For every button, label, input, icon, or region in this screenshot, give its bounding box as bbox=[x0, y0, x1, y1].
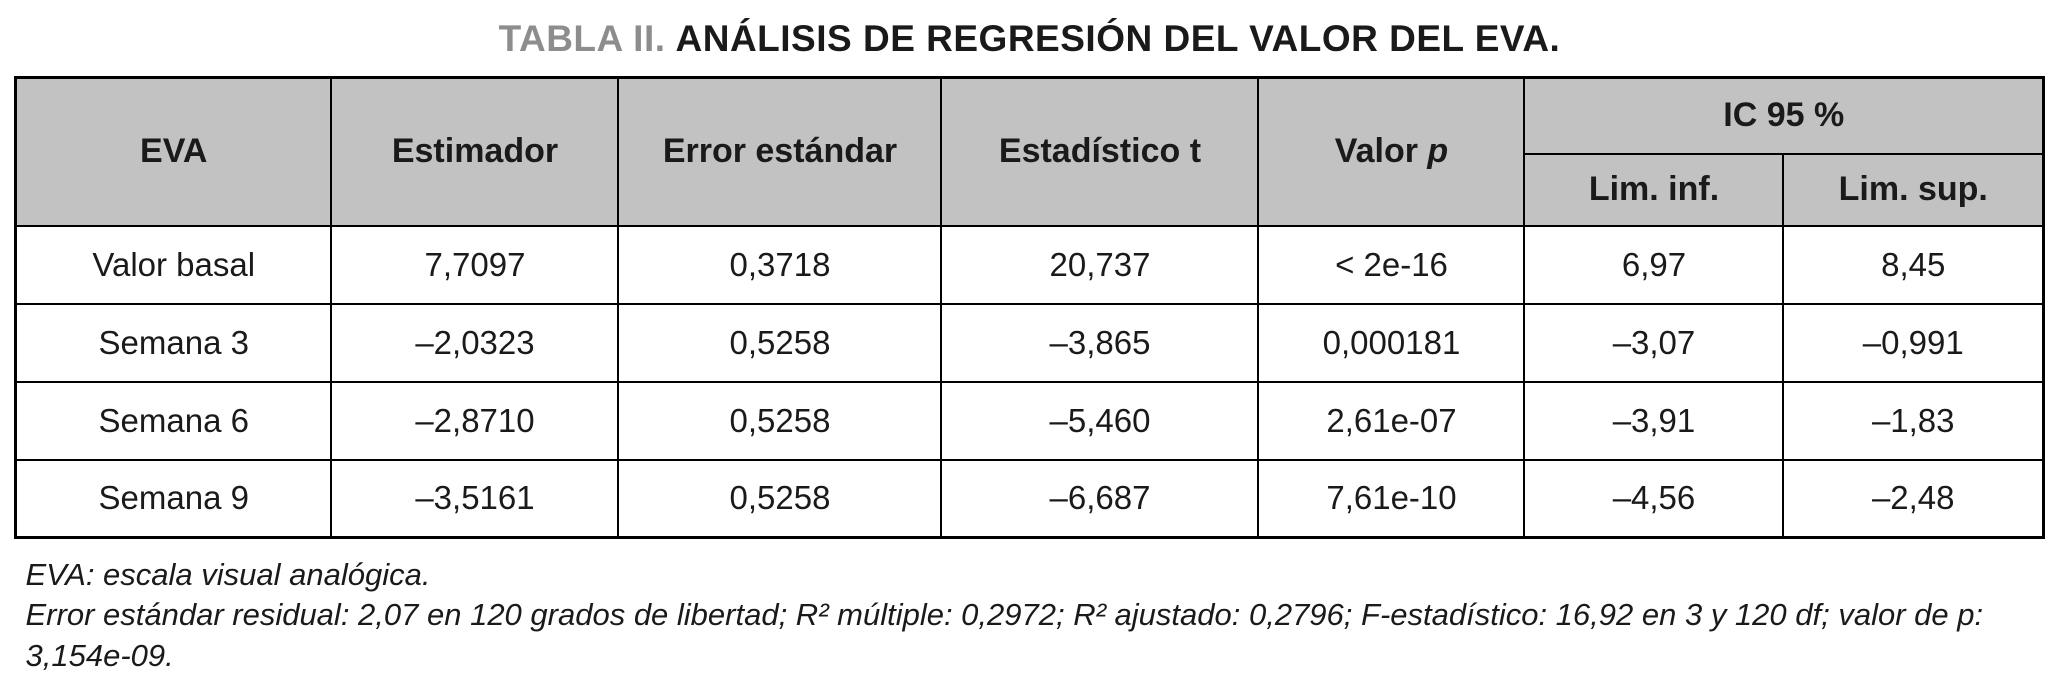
cell-lim-sup: 8,45 bbox=[1782, 224, 2045, 305]
cell-valor-p: 7,61e-10 bbox=[1257, 458, 1526, 539]
cell-eva: Semana 9 bbox=[14, 458, 333, 539]
cell-estadistico-t: –3,865 bbox=[940, 302, 1260, 383]
table-title-text: ANÁLISIS DE REGRESIÓN DEL VALOR DEL EVA. bbox=[675, 18, 1561, 59]
table-title-label: TABLA II. bbox=[498, 18, 666, 59]
cell-lim-sup: –2,48 bbox=[1782, 458, 2045, 539]
valor-p-symbol: p bbox=[1427, 132, 1449, 171]
table-row: Valor basal 7,7097 0,3718 20,737 < 2e-16… bbox=[14, 224, 2045, 305]
cell-estimador: 7,7097 bbox=[330, 224, 620, 305]
cell-lim-inf: –3,07 bbox=[1523, 302, 1785, 383]
table-row: Semana 9 –3,5161 0,5258 –6,687 7,61e-10 … bbox=[14, 458, 2045, 539]
col-header-ic95: IC 95 % bbox=[1523, 76, 2045, 155]
cell-lim-inf: –3,91 bbox=[1523, 380, 1785, 461]
cell-lim-inf: 6,97 bbox=[1523, 224, 1785, 305]
col-header-estimador: Estimador bbox=[330, 76, 620, 227]
cell-error-estandar: 0,5258 bbox=[617, 380, 943, 461]
col-header-error-estandar: Error estándar bbox=[617, 76, 943, 227]
cell-error-estandar: 0,3718 bbox=[617, 224, 943, 305]
regression-table: EVA Estimador Error estándar Estadístico… bbox=[13, 76, 2045, 539]
footnote-statistics: Error estándar residual: 2,07 en 120 gra… bbox=[25, 597, 1984, 673]
col-header-estadistico-t: Estadístico t bbox=[940, 76, 1260, 227]
table-body: Valor basal 7,7097 0,3718 20,737 < 2e-16… bbox=[14, 224, 2045, 539]
cell-error-estandar: 0,5258 bbox=[617, 458, 943, 539]
col-header-lim-sup: Lim. sup. bbox=[1782, 152, 2045, 227]
footnote-abbreviation: EVA: escala visual analógica. bbox=[25, 557, 431, 592]
cell-lim-sup: –0,991 bbox=[1782, 302, 2045, 383]
cell-valor-p: 2,61e-07 bbox=[1257, 380, 1526, 461]
table-title: TABLA II. ANÁLISIS DE REGRESIÓN DEL VALOR… bbox=[0, 18, 2059, 60]
col-header-valor-p: Valor p bbox=[1257, 76, 1526, 227]
cell-valor-p: 0,000181 bbox=[1257, 302, 1526, 383]
table-header: EVA Estimador Error estándar Estadístico… bbox=[14, 76, 2045, 227]
cell-estadistico-t: –6,687 bbox=[940, 458, 1260, 539]
col-header-lim-inf: Lim. inf. bbox=[1523, 152, 1785, 227]
cell-eva: Semana 6 bbox=[14, 380, 333, 461]
cell-lim-inf: –4,56 bbox=[1523, 458, 1785, 539]
cell-lim-sup: –1,83 bbox=[1782, 380, 2045, 461]
valor-p-word: Valor bbox=[1334, 132, 1418, 171]
cell-error-estandar: 0,5258 bbox=[617, 302, 943, 383]
cell-estimador: –3,5161 bbox=[330, 458, 620, 539]
page: TABLA II. ANÁLISIS DE REGRESIÓN DEL VALOR… bbox=[0, 18, 2059, 676]
cell-eva: Semana 3 bbox=[14, 302, 333, 383]
cell-estadistico-t: 20,737 bbox=[940, 224, 1260, 305]
table-footnotes: EVA: escala visual analógica. Error está… bbox=[16, 555, 2044, 676]
cell-eva: Valor basal bbox=[14, 224, 333, 305]
cell-estimador: –2,8710 bbox=[330, 380, 620, 461]
cell-estimador: –2,0323 bbox=[330, 302, 620, 383]
cell-valor-p: < 2e-16 bbox=[1257, 224, 1526, 305]
cell-estadistico-t: –5,460 bbox=[940, 380, 1260, 461]
col-header-eva: EVA bbox=[14, 76, 333, 227]
table-row: Semana 3 –2,0323 0,5258 –3,865 0,000181 … bbox=[14, 302, 2045, 383]
header-row-top: EVA Estimador Error estándar Estadístico… bbox=[14, 76, 2045, 227]
table-row: Semana 6 –2,8710 0,5258 –5,460 2,61e-07 … bbox=[14, 380, 2045, 461]
header-row-sub: Lim. inf. Lim. sup. bbox=[15, 152, 2045, 227]
